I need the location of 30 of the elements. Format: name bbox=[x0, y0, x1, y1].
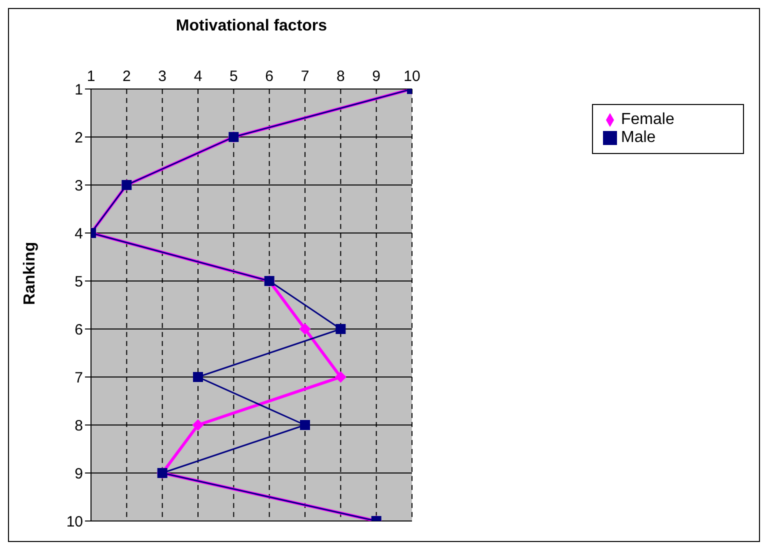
point bbox=[193, 372, 203, 382]
y-tick-label: 5 bbox=[74, 273, 83, 290]
y-tick-label: 8 bbox=[74, 417, 83, 434]
y-tick-label: 6 bbox=[74, 321, 83, 338]
x-axis-title: Motivational factors bbox=[176, 17, 328, 34]
legend-label: Female bbox=[621, 111, 674, 128]
point bbox=[335, 372, 346, 382]
x-tick-label: 9 bbox=[372, 68, 381, 85]
x-tick-label: 8 bbox=[336, 68, 345, 85]
x-tick-label: 4 bbox=[194, 68, 202, 85]
x-tick-label: 2 bbox=[122, 68, 131, 85]
point bbox=[192, 420, 204, 430]
y-tick-label: 4 bbox=[74, 225, 83, 242]
x-tick-label: 6 bbox=[265, 68, 274, 85]
x-tick-label: 10 bbox=[404, 68, 420, 85]
legend-label: Male bbox=[621, 129, 656, 146]
y-axis-title: Ranking bbox=[22, 242, 39, 305]
y-tick-label: 9 bbox=[74, 465, 83, 482]
x-tick-label: 5 bbox=[229, 68, 238, 85]
point bbox=[336, 324, 346, 334]
x-tick-label: 1 bbox=[86, 68, 96, 85]
point bbox=[300, 324, 310, 334]
y-tick-label: 3 bbox=[74, 177, 83, 194]
y-tick-label: 10 bbox=[66, 513, 83, 530]
x-tick-label: 3 bbox=[158, 68, 167, 85]
y-tick-label: 7 bbox=[74, 369, 83, 386]
y-tick-label: 1 bbox=[74, 81, 83, 98]
y-tick-label: 2 bbox=[74, 129, 83, 146]
point bbox=[300, 420, 310, 430]
x-tick-label: 7 bbox=[300, 68, 310, 85]
